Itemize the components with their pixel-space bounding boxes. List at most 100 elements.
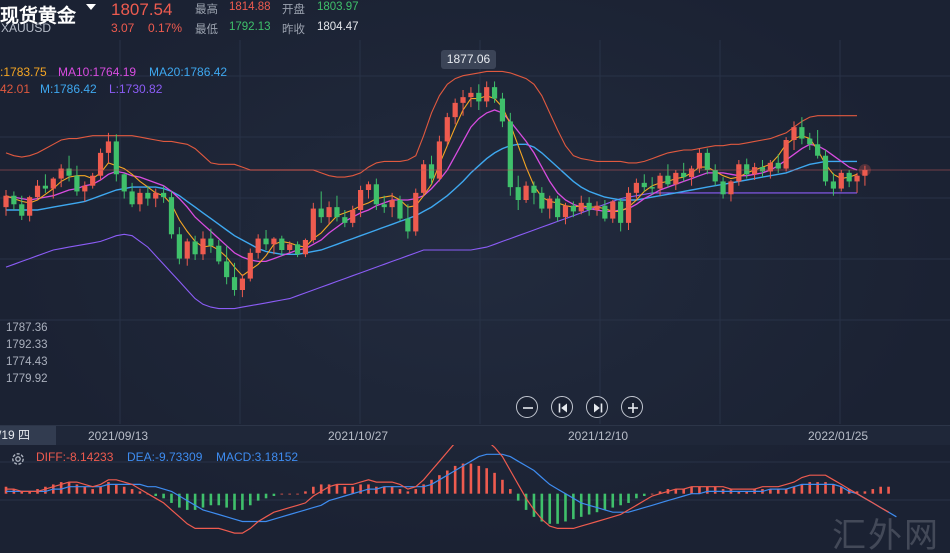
crosshair-date: /19 四 — [0, 426, 56, 445]
low-label: 最低 — [195, 22, 218, 36]
candle-body — [460, 97, 466, 103]
candle-body — [50, 178, 56, 189]
macd-bar — [776, 489, 780, 494]
candle-body — [704, 152, 710, 170]
candle-body — [216, 245, 222, 262]
macd-bar — [658, 491, 662, 494]
candle-body — [586, 202, 592, 210]
macd-bar — [816, 482, 819, 494]
prev-close-value: 1804.47 — [317, 21, 359, 33]
candle-body — [720, 181, 726, 195]
macd-bar — [879, 486, 882, 494]
macd-bar — [256, 493, 260, 501]
macd-bar — [178, 493, 181, 508]
ma10-readout: MA10:1764.19 — [58, 65, 137, 79]
macd-bar — [390, 486, 394, 494]
candle-body — [602, 205, 608, 219]
candle-body — [365, 184, 372, 190]
dropdown-caret-icon[interactable] — [86, 4, 96, 10]
bollinger-bands — [5, 70, 857, 310]
candle-body — [428, 164, 435, 179]
candle-body — [129, 191, 135, 205]
macd-bar — [674, 489, 678, 494]
macd-bar — [516, 493, 520, 501]
macd-bar — [579, 493, 583, 517]
candlesticks — [3, 81, 868, 298]
candle-body — [712, 170, 718, 182]
macd-bar — [832, 484, 835, 494]
macd-bar — [280, 493, 284, 495]
highest-price-tag: 1877.06 — [441, 50, 496, 69]
gear-icon[interactable] — [10, 451, 26, 467]
instrument-symbol: XAUUSD — [1, 21, 52, 35]
macd-bar — [524, 493, 528, 510]
instrument-name[interactable]: 现货黄金 — [0, 5, 77, 27]
macd-bar — [422, 484, 425, 494]
candle-body — [239, 278, 245, 290]
candle-body — [58, 168, 64, 179]
macd-bar — [792, 486, 796, 494]
macd-bar — [587, 493, 591, 515]
macd-bar — [44, 486, 47, 494]
macd-bar — [682, 489, 685, 494]
macd-bar — [162, 493, 165, 499]
candle-body — [681, 172, 687, 178]
candle-body — [807, 138, 813, 145]
candle-body — [539, 192, 545, 209]
macd-bar — [784, 489, 788, 494]
macd-bar — [887, 486, 890, 494]
macd-diff-readout: DIFF:-8.14233 — [36, 450, 114, 464]
macd-bar — [115, 484, 118, 494]
macd-bar — [532, 493, 536, 517]
candle-body — [649, 187, 655, 189]
boll-mid-readout: M:1786.42 — [40, 82, 97, 96]
zoom-out-button[interactable] — [516, 396, 538, 418]
candle-body — [799, 127, 805, 139]
macd-bar — [745, 491, 749, 494]
candle-body — [342, 217, 348, 223]
candle-body — [594, 205, 600, 210]
macd-bar — [99, 486, 102, 494]
candle-body — [673, 172, 679, 185]
candle-body — [491, 87, 498, 99]
candle-body — [247, 252, 253, 279]
open-label: 开盘 — [282, 2, 305, 16]
step-forward-button[interactable] — [586, 396, 608, 418]
macd-bar — [59, 482, 63, 494]
candle-body — [444, 117, 450, 142]
boll-upper-readout: 42.01 — [0, 82, 31, 96]
macd-bar — [556, 493, 559, 524]
candle-body — [476, 92, 482, 102]
macd-bar — [382, 486, 386, 494]
candle-body — [405, 218, 411, 232]
macd-bar — [603, 493, 607, 510]
step-back-button[interactable] — [551, 396, 573, 418]
candle-body — [767, 162, 773, 172]
candle-body — [507, 121, 513, 188]
macd-bar — [863, 491, 867, 494]
macd-bar — [4, 486, 8, 494]
candle-body — [696, 152, 703, 169]
candle-body — [231, 277, 238, 290]
macd-bar — [650, 493, 654, 495]
candle-body — [484, 87, 490, 102]
date-tick-4: 2022/01/25 — [808, 429, 869, 443]
candle-body — [27, 197, 33, 216]
step-back-icon — [558, 403, 567, 413]
macd-bar — [642, 493, 646, 496]
candle-body — [688, 168, 695, 178]
macd-value-readout: MACD:3.18152 — [216, 450, 299, 464]
zoom-in-button[interactable] — [621, 396, 643, 418]
macd-bar — [855, 491, 859, 494]
candle-body — [153, 192, 159, 199]
macd-bar — [690, 486, 693, 494]
macd-bar — [461, 463, 465, 494]
macd-bar — [185, 493, 189, 510]
macd-bar — [91, 489, 94, 494]
candle-body — [736, 164, 742, 182]
candle-body — [121, 174, 127, 192]
date-tick-2: 2021/10/27 — [328, 429, 389, 443]
candle-body — [625, 192, 632, 223]
candle-body — [3, 195, 9, 208]
